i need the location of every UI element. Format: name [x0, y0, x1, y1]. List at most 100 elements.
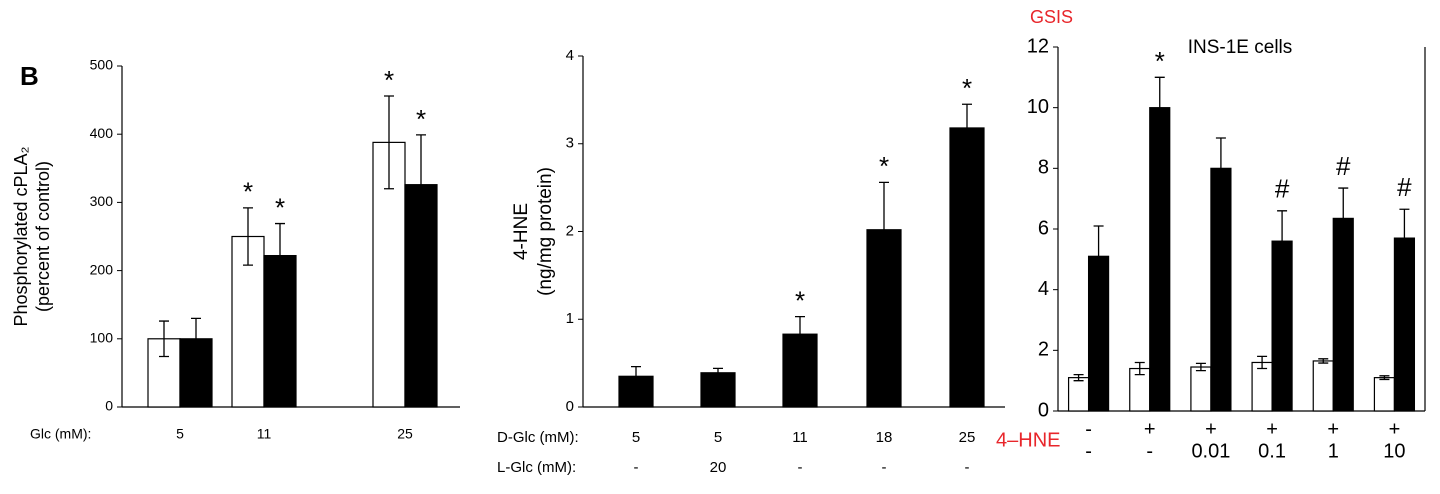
bar	[1190, 366, 1212, 412]
row-label: 4–HNE	[996, 429, 1060, 451]
error-bar	[631, 365, 641, 387]
row-label: D-Glc (mM):	[497, 429, 579, 446]
error-bar	[243, 207, 253, 266]
bar	[1373, 377, 1396, 412]
row-label: L-Glc (mM):	[497, 459, 576, 476]
error-bar	[1338, 187, 1349, 250]
error-bar	[1399, 208, 1410, 268]
error-bar	[1215, 137, 1226, 200]
bar	[949, 127, 985, 408]
bar	[1067, 377, 1090, 412]
x-tick-label: 0.01	[1191, 440, 1230, 462]
y-tick-label: 300	[90, 193, 114, 209]
significance-marker: *	[384, 65, 394, 95]
bar	[263, 254, 297, 408]
bar	[700, 372, 736, 408]
x-tick-label: -	[798, 459, 803, 476]
y-tick-label: 100	[90, 330, 114, 346]
significance-marker: *	[962, 73, 972, 103]
x-tick-label: 0.1	[1258, 440, 1286, 462]
bar	[1251, 361, 1273, 412]
x-tick-label: 5	[176, 426, 184, 442]
y-tick-label: 10	[1027, 96, 1049, 118]
y-tick-label: 6	[1038, 217, 1049, 239]
error-bar	[1318, 358, 1329, 364]
x-tick-label: 11	[792, 429, 808, 446]
y-tick-label: 12	[1027, 35, 1049, 57]
x-tick-label: 11	[257, 426, 272, 442]
error-bar	[1195, 362, 1206, 372]
x-tick-label: -	[634, 459, 639, 476]
error-bar	[713, 367, 723, 378]
error-bar	[191, 317, 201, 360]
x-tick-label: 10	[1383, 440, 1405, 462]
x-tick-label: -	[1146, 440, 1153, 462]
significance-marker: #	[1275, 174, 1290, 204]
error-bar	[795, 315, 805, 353]
y-tick-label: 8	[1038, 157, 1049, 179]
error-bar	[879, 181, 889, 278]
bar	[782, 333, 818, 408]
bar	[1210, 167, 1232, 412]
y-tick-label: 0	[566, 398, 574, 415]
x-tick-label: 5	[632, 429, 640, 446]
y-tick-label: 0	[1038, 399, 1049, 421]
error-bar	[416, 134, 426, 236]
significance-marker: *	[879, 151, 889, 181]
x-tick-label: 25	[959, 429, 976, 446]
error-bar	[159, 320, 169, 358]
x-tick-label: +	[1389, 418, 1401, 440]
significance-marker: *	[416, 104, 426, 134]
error-bar	[1277, 210, 1288, 273]
x-tick-label: -	[1085, 440, 1092, 462]
x-tick-label: 25	[397, 426, 413, 442]
y-axis-label: (ng/mg protein)	[535, 167, 556, 296]
x-tick-label: 1	[1328, 440, 1339, 462]
row-label: Glc (mM):	[30, 426, 91, 442]
y-axis-label: 4-HNE	[511, 203, 532, 260]
significance-marker: *	[243, 177, 253, 207]
significance-marker: *	[275, 192, 285, 222]
bar	[1149, 107, 1171, 412]
significance-marker: *	[1155, 46, 1165, 76]
y-tick-label: 3	[566, 135, 574, 152]
chart-title: INS-1E cells	[1188, 37, 1293, 58]
error-bar	[1093, 225, 1104, 288]
y-tick-label: 4	[566, 47, 574, 64]
significance-marker: *	[795, 285, 805, 315]
y-tick-label: 1	[566, 310, 574, 327]
y-tick-label: 2	[566, 222, 574, 239]
y-tick-label: 400	[90, 125, 114, 141]
y-axis-label: Phosphorylated cPLA₂	[11, 146, 31, 326]
y-tick-label: 4	[1038, 278, 1049, 300]
x-tick-label: 20	[710, 459, 727, 476]
error-bar	[275, 222, 285, 289]
x-tick-label: +	[1266, 418, 1278, 440]
y-tick-label: 2	[1038, 339, 1049, 361]
panel-label: B	[20, 61, 39, 91]
y-tick-label: 500	[90, 57, 114, 73]
y-axis-label: (percent of control)	[33, 161, 53, 312]
significance-marker: #	[1336, 151, 1351, 181]
x-tick-label: -	[1085, 418, 1092, 440]
error-bar	[1134, 361, 1145, 376]
x-tick-label: 5	[714, 429, 722, 446]
error-bar	[1073, 373, 1084, 382]
significance-marker: #	[1397, 172, 1412, 202]
error-bar	[1379, 375, 1390, 381]
bar	[1312, 360, 1334, 412]
error-bar	[1257, 355, 1268, 370]
y-tick-label: 200	[90, 261, 114, 277]
x-tick-label: +	[1205, 418, 1217, 440]
error-bar	[384, 95, 394, 190]
annotation: GSIS	[1030, 7, 1073, 27]
x-tick-label: +	[1144, 418, 1156, 440]
error-bar	[1154, 76, 1165, 139]
x-tick-label: +	[1327, 418, 1339, 440]
error-bar	[962, 103, 972, 153]
x-tick-label: -	[965, 459, 970, 476]
y-tick-label: 0	[105, 398, 113, 414]
x-tick-label: 18	[876, 429, 893, 446]
x-tick-label: -	[882, 459, 887, 476]
